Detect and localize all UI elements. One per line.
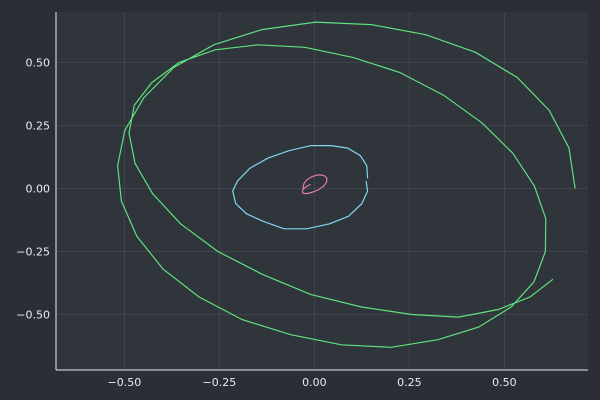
y-tick-labels: 0.50 0.25 0.00 −0.25 −0.50 <box>16 56 50 321</box>
axes <box>55 12 588 371</box>
y-tick-label: 0.50 <box>26 56 51 69</box>
x-tick-label: 0.00 <box>302 376 327 389</box>
y-tick-label: 0.25 <box>26 119 51 132</box>
x-tick-labels: −0.50 −0.25 0.00 0.25 0.50 <box>108 376 517 389</box>
x-tick-label: −0.25 <box>203 376 237 389</box>
series-line-1 <box>116 21 576 348</box>
y-tick-label: −0.50 <box>16 309 50 322</box>
x-tick-label: 0.50 <box>492 376 517 389</box>
series-group <box>116 21 576 348</box>
y-tick-label: 0.00 <box>26 182 51 195</box>
x-tick-label: −0.50 <box>108 376 142 389</box>
series-line-3 <box>301 174 328 195</box>
y-tick-label: −0.25 <box>16 246 50 259</box>
plot-area <box>56 12 588 370</box>
x-tick-label: 0.25 <box>397 376 422 389</box>
series-line-2 <box>232 145 369 230</box>
